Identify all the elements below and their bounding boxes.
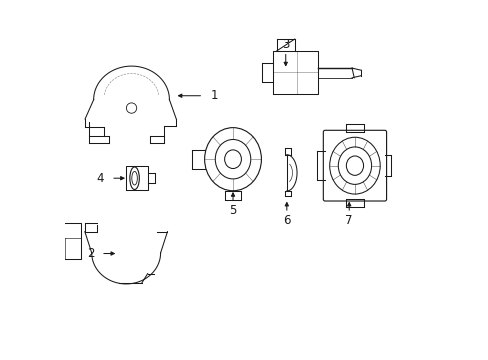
Text: 4: 4 bbox=[96, 172, 103, 185]
Text: 5: 5 bbox=[229, 204, 236, 217]
Text: 2: 2 bbox=[87, 247, 95, 260]
Text: 3: 3 bbox=[282, 38, 289, 51]
Text: 6: 6 bbox=[283, 214, 290, 227]
Text: 1: 1 bbox=[210, 89, 217, 102]
Text: 7: 7 bbox=[345, 214, 352, 227]
